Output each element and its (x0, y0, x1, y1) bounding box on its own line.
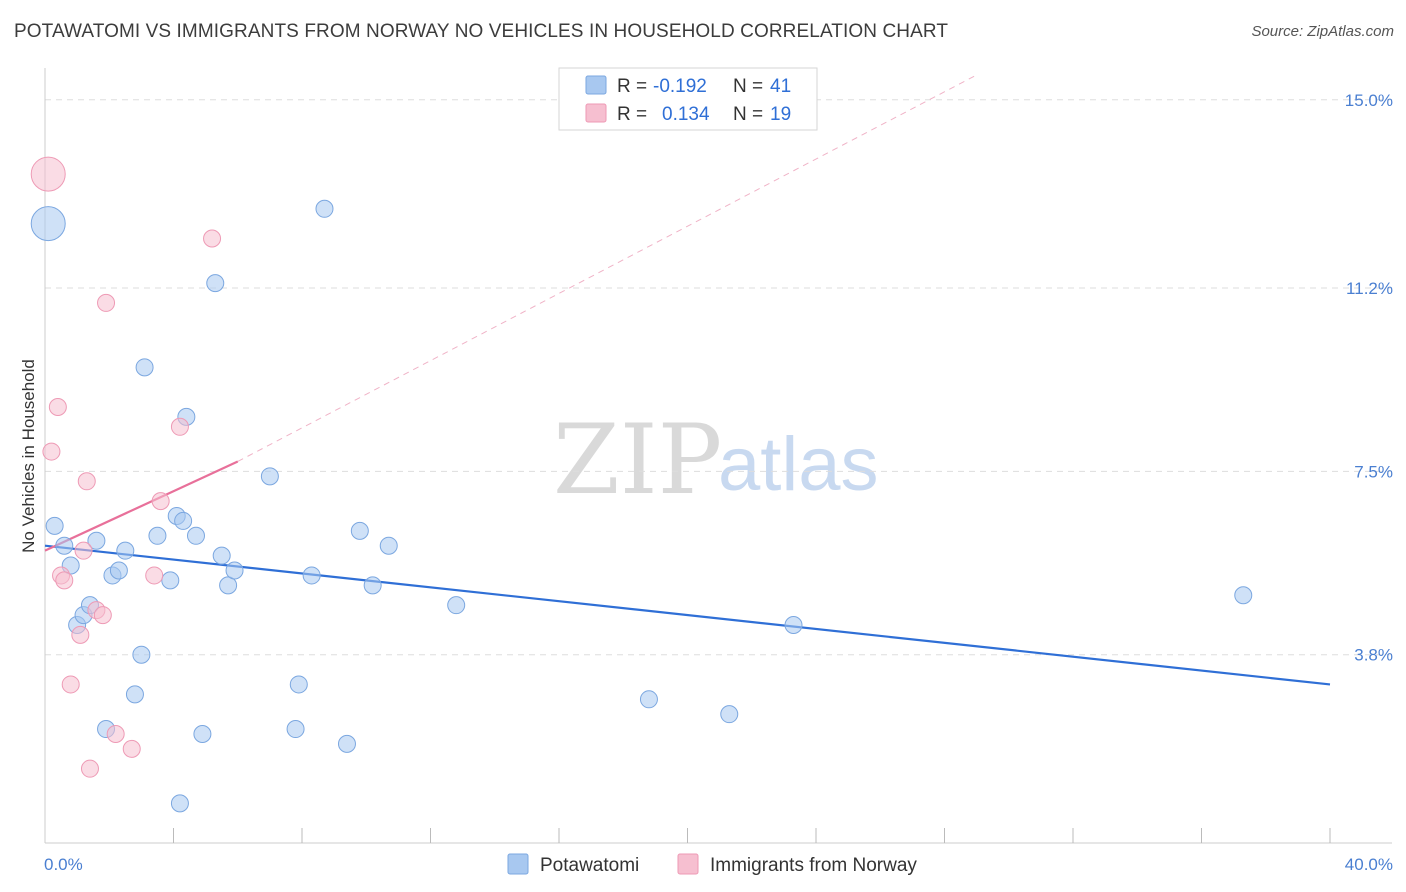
data-point-norway (151, 492, 170, 511)
data-point-norway (71, 625, 90, 644)
legend-n-label-1: N = (733, 76, 763, 97)
data-point-potawatomi (109, 561, 128, 580)
watermark-zip: ZIP (553, 404, 722, 516)
legend-r-label-2: R = (617, 104, 647, 125)
data-point-potawatomi (135, 358, 154, 377)
data-point-norway (74, 541, 93, 560)
data-point-potawatomi (186, 526, 205, 545)
data-point-norway (145, 566, 164, 585)
source-label: Source: ZipAtlas.com (1251, 23, 1394, 40)
data-point-norway (42, 442, 61, 461)
data-point-potawatomi (447, 596, 466, 615)
bottom-legend: Potawatomi Immigrants from Norway (507, 853, 917, 876)
data-point-potawatomi (87, 531, 106, 550)
data-points (30, 156, 1253, 813)
y-tick-labels: 3.8% 7.5% 11.2% 15.0% (1345, 91, 1393, 665)
trend-line-norway (44, 460, 239, 552)
data-point-potawatomi (260, 467, 279, 486)
y-tick-label: 11.2% (1346, 279, 1393, 298)
bottom-legend-swatch-norway (677, 853, 699, 875)
data-point-norway (170, 417, 189, 436)
data-point-potawatomi (225, 561, 244, 580)
data-point-norway (55, 571, 74, 590)
data-point-potawatomi (45, 516, 64, 535)
data-point-potawatomi (193, 724, 212, 743)
data-point-potawatomi (30, 206, 66, 242)
data-point-norway (77, 472, 96, 491)
chart-title: POTAWATOMI VS IMMIGRANTS FROM NORWAY NO … (14, 21, 949, 42)
y-tick-label: 7.5% (1354, 462, 1393, 481)
legend-n-value-2: 19 (770, 104, 791, 125)
data-point-norway (61, 675, 80, 694)
data-point-potawatomi (286, 720, 305, 739)
data-point-potawatomi (302, 566, 321, 585)
y-tick-label: 3.8% (1354, 646, 1393, 665)
data-point-norway (203, 229, 222, 248)
data-point-potawatomi (170, 794, 189, 813)
data-point-potawatomi (363, 576, 382, 595)
legend-swatch-potawatomi (585, 75, 607, 95)
data-point-potawatomi (161, 571, 180, 590)
data-point-potawatomi (212, 546, 231, 565)
data-point-potawatomi (148, 526, 167, 545)
data-point-potawatomi (350, 521, 369, 540)
legend-n-label-2: N = (733, 104, 763, 125)
watermark-atlas: atlas (718, 422, 879, 507)
data-point-potawatomi (379, 536, 398, 555)
data-point-potawatomi (125, 685, 144, 704)
legend-n-value-1: 41 (770, 76, 791, 97)
data-point-potawatomi (1234, 586, 1253, 605)
trend-line-potawatomi (44, 544, 1331, 686)
data-point-potawatomi (315, 199, 334, 218)
data-point-potawatomi (337, 734, 356, 753)
data-point-potawatomi (784, 615, 803, 634)
data-point-potawatomi (219, 576, 238, 595)
data-point-potawatomi (174, 511, 193, 530)
data-point-norway (97, 293, 116, 312)
x-tick-label: 0.0% (44, 855, 83, 874)
bottom-legend-norway: Immigrants from Norway (710, 855, 917, 876)
data-point-potawatomi (55, 536, 74, 555)
data-point-norway (106, 724, 125, 743)
data-point-norway (30, 156, 66, 192)
legend: R = -0.192 N = 41 R = 0.134 N = 19 (558, 67, 818, 131)
trend-lines (44, 74, 1331, 686)
legend-r-label-1: R = (617, 76, 647, 97)
legend-r-value-1: -0.192 (653, 76, 707, 97)
bottom-legend-potawatomi: Potawatomi (540, 855, 639, 876)
data-point-potawatomi (116, 541, 135, 560)
data-point-norway (122, 739, 141, 758)
data-point-norway (93, 606, 112, 625)
y-tick-label: 15.0% (1345, 91, 1393, 110)
data-point-norway (80, 759, 99, 778)
data-point-potawatomi (720, 705, 739, 724)
data-point-potawatomi (639, 690, 658, 709)
x-tick-labels: 0.0% 40.0% (44, 855, 1393, 874)
gridlines (45, 99, 1392, 656)
trend-line-norway-extended (237, 74, 977, 462)
data-point-norway (48, 397, 67, 416)
data-point-potawatomi (289, 675, 308, 694)
legend-swatch-norway (585, 103, 607, 123)
y-axis-label: No Vehicles in Household (19, 359, 38, 553)
x-tick-label: 40.0% (1345, 855, 1393, 874)
bottom-legend-swatch-potawatomi (507, 853, 529, 875)
data-point-potawatomi (206, 274, 225, 293)
data-point-potawatomi (132, 645, 151, 664)
legend-r-value-2: 0.134 (662, 104, 710, 125)
